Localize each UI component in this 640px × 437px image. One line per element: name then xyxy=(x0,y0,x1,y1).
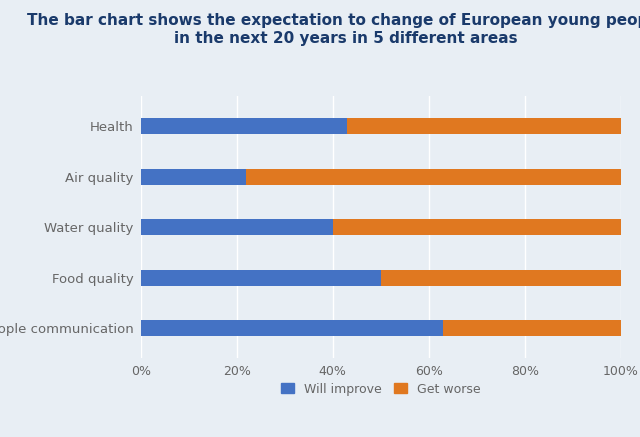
Text: The bar chart shows the expectation to change of European young people
in the ne: The bar chart shows the expectation to c… xyxy=(27,13,640,45)
Bar xyxy=(443,320,621,336)
Bar xyxy=(141,118,348,135)
Bar xyxy=(141,320,443,336)
Bar xyxy=(333,219,621,235)
Bar xyxy=(381,270,621,286)
Bar xyxy=(141,219,333,235)
Bar xyxy=(348,118,621,135)
Bar xyxy=(141,169,246,185)
Legend: Will improve, Get worse: Will improve, Get worse xyxy=(278,379,484,399)
Bar xyxy=(246,169,621,185)
Bar xyxy=(141,270,381,286)
